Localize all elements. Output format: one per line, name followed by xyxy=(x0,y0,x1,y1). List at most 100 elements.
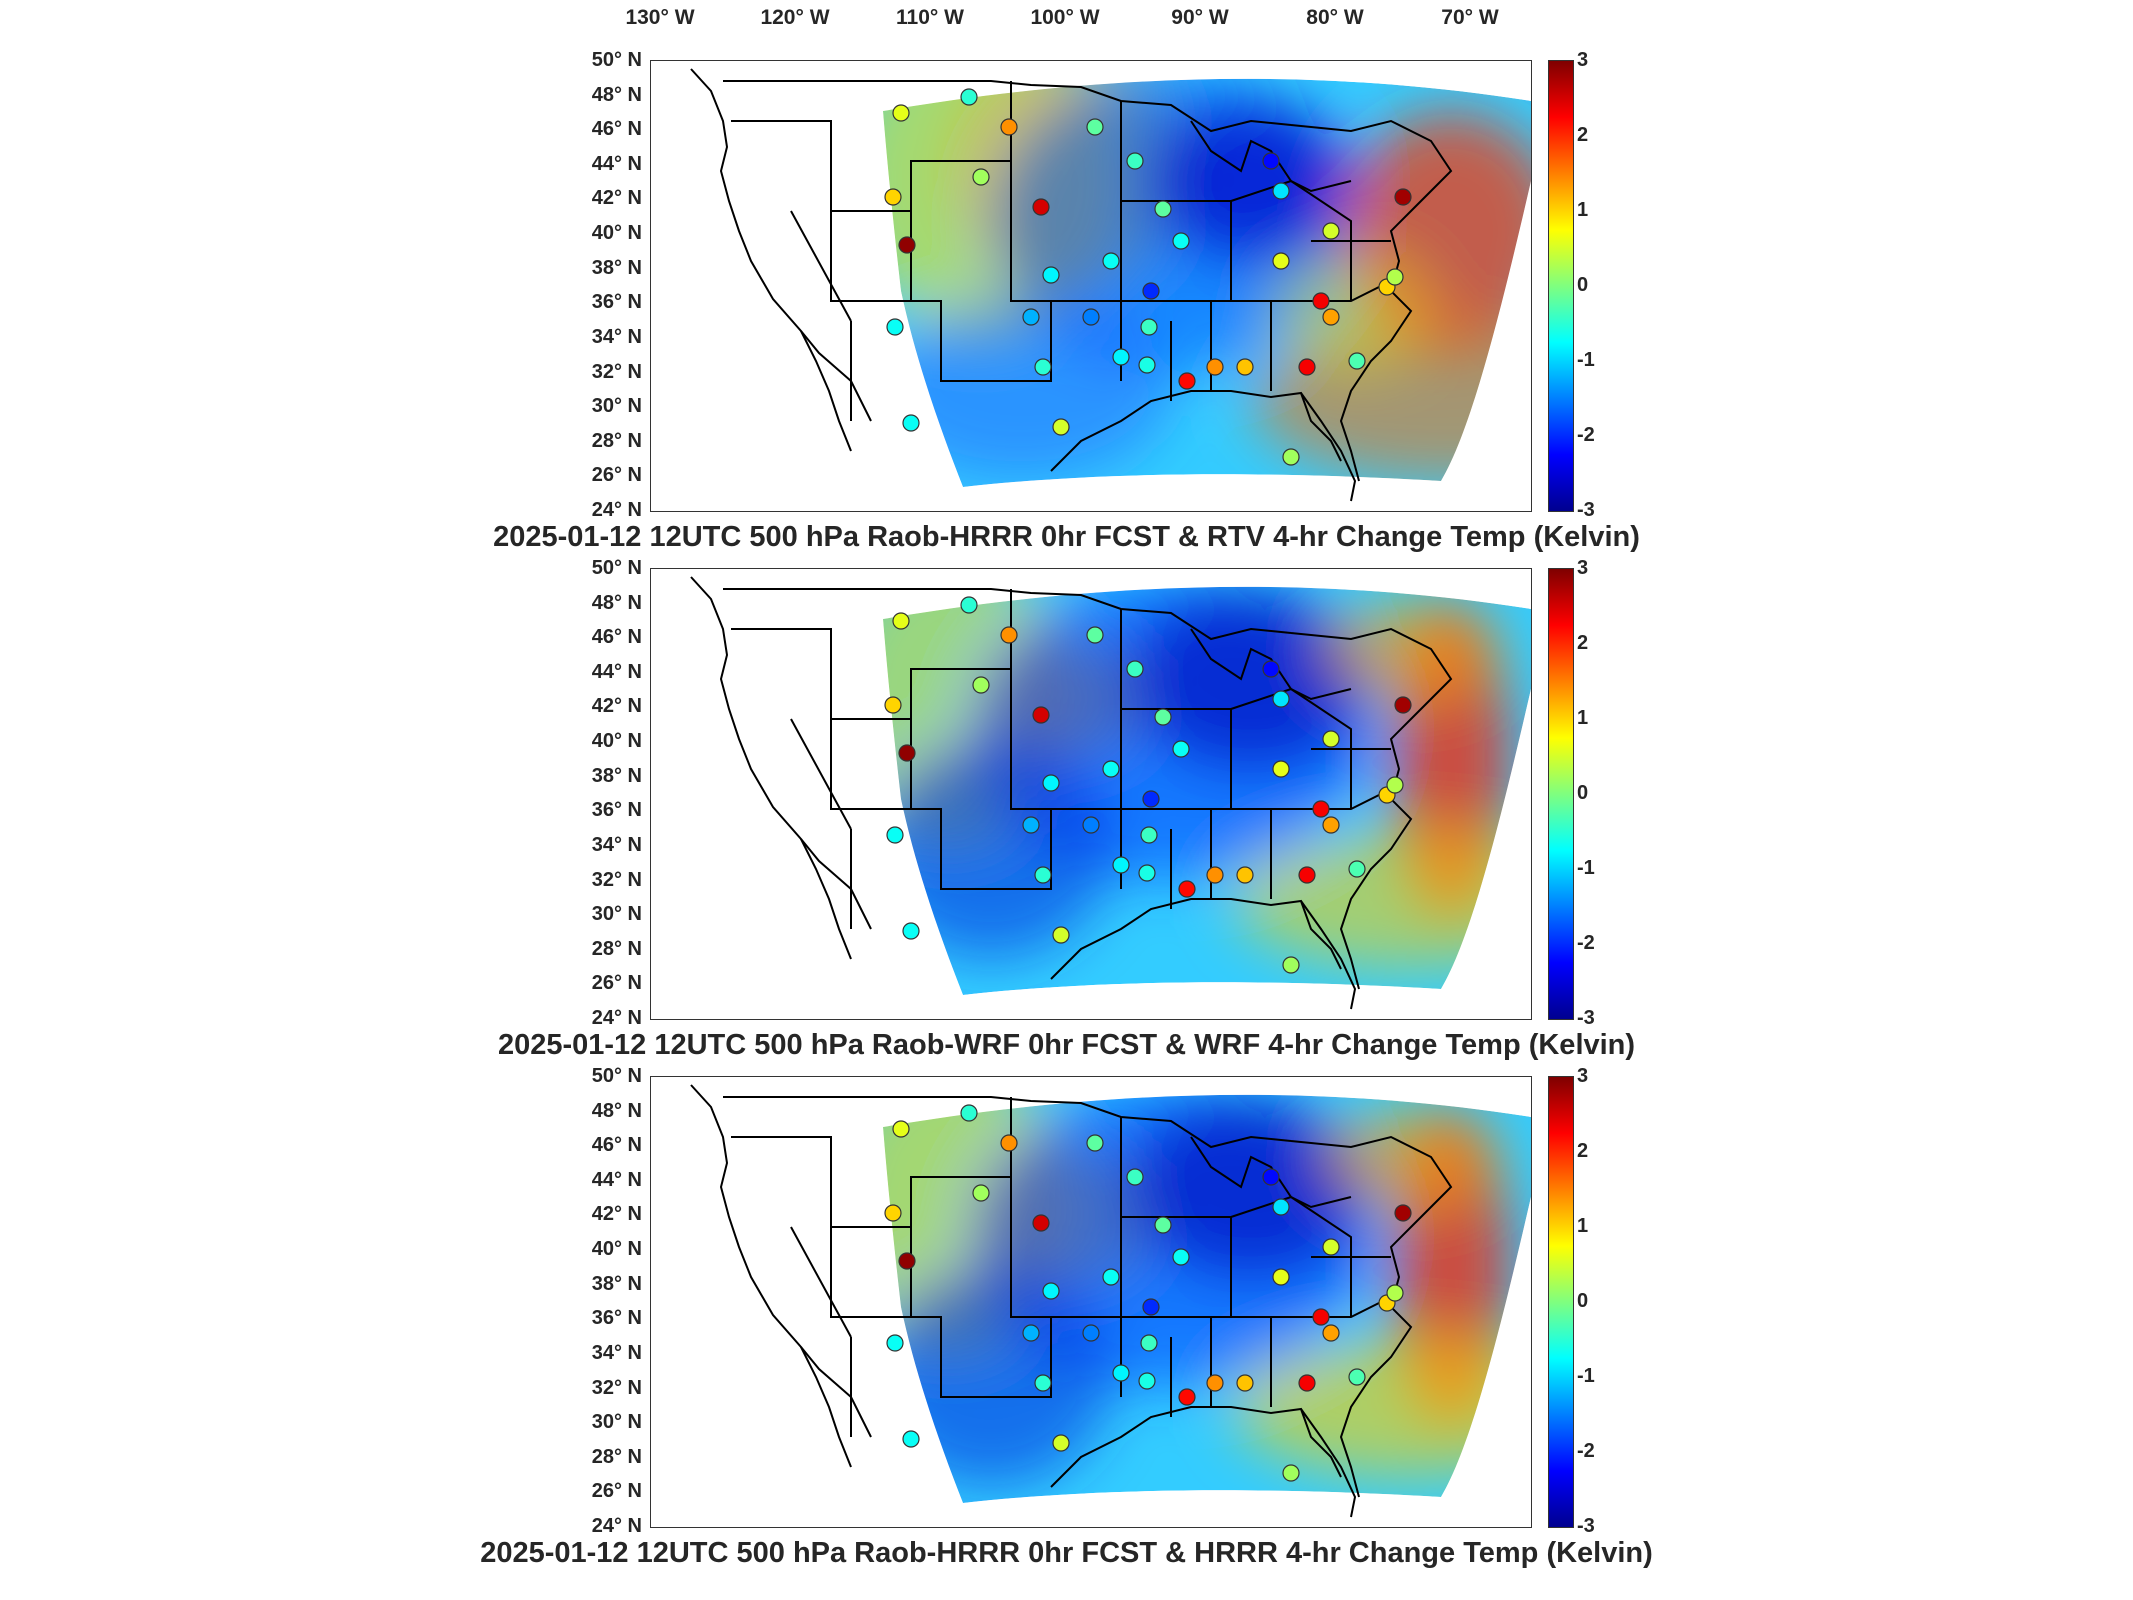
raob-station-marker xyxy=(1172,232,1190,250)
lat-label: 36° N xyxy=(591,291,642,314)
lat-label: 30° N xyxy=(591,395,642,418)
map-panel-2: 50° N 48° N 46° N 44° N 42° N 40° N 38° N 36° N… xyxy=(0,557,2133,1076)
lat-label: 24° N xyxy=(591,499,642,521)
lat-label: 48° N xyxy=(591,83,642,106)
raob-station-marker xyxy=(1322,308,1340,326)
lat-label: 38° N xyxy=(591,764,642,787)
state-boundary xyxy=(1190,628,1352,701)
colorbar xyxy=(1548,1076,1574,1528)
raob-station-marker xyxy=(902,414,920,432)
map-canvas xyxy=(690,576,1531,1010)
lat-label: 26° N xyxy=(591,1480,642,1503)
raob-station-marker xyxy=(1138,1372,1156,1390)
colorbar-tick-label: 3 xyxy=(1577,557,1589,579)
raob-station-marker xyxy=(1348,860,1366,878)
colorbar-tick-label: -3 xyxy=(1577,1007,1595,1029)
raob-station-marker xyxy=(1394,188,1412,206)
raob-station-marker xyxy=(960,1104,978,1122)
state-boundary xyxy=(1290,119,1453,482)
map-panel-1: 50° N 48° N 46° N 44° N 42° N 40° N 38° N 36° N… xyxy=(0,49,2133,568)
map-panel-3: 50° N 48° N 46° N 44° N 42° N 40° N 38° N 36° N… xyxy=(0,1065,2133,1584)
raob-station-marker xyxy=(1298,358,1316,376)
raob-station-marker xyxy=(902,1430,920,1448)
state-boundary xyxy=(1211,1195,1392,1318)
colorbar-tick-label: -3 xyxy=(1577,1515,1595,1537)
raob-station-marker xyxy=(1022,816,1040,834)
lon-label: 130° W xyxy=(625,6,695,29)
colorbar-tick-label: -1 xyxy=(1577,1365,1595,1387)
raob-station-marker xyxy=(1086,1134,1104,1152)
raob-station-marker xyxy=(1042,774,1060,792)
raob-station-marker xyxy=(1112,348,1130,366)
raob-station-marker xyxy=(884,1204,902,1222)
panel-title: 2025-01-12 12UTC 500 hPa Raob-HRRR 0hr F… xyxy=(493,521,1640,553)
raob-station-marker xyxy=(1032,198,1050,216)
raob-station-marker xyxy=(1206,358,1224,376)
lon-label: 90° W xyxy=(1171,6,1229,29)
raob-station-marker xyxy=(1322,222,1340,240)
raob-station-marker xyxy=(1000,118,1018,136)
raob-station-marker xyxy=(1138,864,1156,882)
raob-station-marker xyxy=(1312,292,1330,310)
lat-label: 32° N xyxy=(591,868,642,891)
lat-label: 48° N xyxy=(591,1099,642,1122)
raob-station-marker xyxy=(1142,790,1160,808)
state-boundary xyxy=(800,330,852,452)
lat-label: 38° N xyxy=(591,256,642,279)
raob-station-marker xyxy=(1236,1374,1254,1392)
lat-label: 28° N xyxy=(591,1445,642,1468)
colorbar-tick-label: -1 xyxy=(1577,857,1595,879)
raob-station-marker xyxy=(1126,152,1144,170)
raob-station-marker xyxy=(972,1184,990,1202)
lat-label: 50° N xyxy=(591,557,642,579)
raob-station-marker xyxy=(886,826,904,844)
lon-label: 80° W xyxy=(1306,6,1364,29)
raob-station-marker xyxy=(1236,358,1254,376)
lat-label: 48° N xyxy=(591,591,642,614)
panel-title: 2025-01-12 12UTC 500 hPa Raob-WRF 0hr FC… xyxy=(497,1029,1636,1061)
raob-station-marker xyxy=(1206,866,1224,884)
raob-station-marker xyxy=(1348,352,1366,370)
raob-station-marker xyxy=(1262,1168,1280,1186)
raob-station-marker xyxy=(1272,760,1290,778)
raob-station-marker xyxy=(1102,1268,1120,1286)
raob-station-marker xyxy=(1042,266,1060,284)
lat-label: 46° N xyxy=(591,118,642,141)
colorbar-tick-label: -3 xyxy=(1577,499,1595,521)
temperature-change-region xyxy=(883,1267,1111,1487)
raob-station-marker xyxy=(1386,268,1404,286)
lat-label: 26° N xyxy=(591,972,642,995)
raob-station-marker xyxy=(1178,880,1196,898)
state-boundary xyxy=(723,588,1292,641)
state-boundary xyxy=(1050,898,1342,980)
raob-station-marker xyxy=(1000,626,1018,644)
temperature-map xyxy=(650,568,1532,1020)
colorbar-tick-label: 0 xyxy=(1577,782,1589,804)
state-boundary xyxy=(1010,589,1122,889)
raob-station-marker xyxy=(1142,282,1160,300)
state-boundary xyxy=(1010,81,1122,381)
lat-label: 24° N xyxy=(591,1007,642,1029)
raob-station-marker xyxy=(884,696,902,714)
longitude-axis: 130° W 120° W 110° W 100° W 90° W 80° W … xyxy=(0,0,2133,40)
state-boundary xyxy=(800,1346,852,1468)
raob-station-marker xyxy=(1154,200,1172,218)
lat-label: 40° N xyxy=(591,1238,642,1261)
colorbar-tick-label: 2 xyxy=(1577,632,1589,654)
raob-station-marker xyxy=(1394,696,1412,714)
raob-station-marker xyxy=(1052,1434,1070,1452)
raob-station-marker xyxy=(1298,866,1316,884)
colorbar-tick-label: 3 xyxy=(1577,1065,1589,1087)
raob-station-marker xyxy=(1282,956,1300,974)
lat-label: 42° N xyxy=(591,695,642,718)
raob-station-marker xyxy=(1086,626,1104,644)
state-boundary xyxy=(1290,1135,1453,1498)
state-boundary xyxy=(723,80,1292,133)
lat-label: 46° N xyxy=(591,626,642,649)
raob-station-marker xyxy=(1052,418,1070,436)
lat-label: 44° N xyxy=(591,1168,642,1191)
lat-label: 50° N xyxy=(591,49,642,71)
raob-station-marker xyxy=(1282,1464,1300,1482)
raob-station-marker xyxy=(1034,358,1052,376)
state-boundary xyxy=(690,1084,872,1438)
